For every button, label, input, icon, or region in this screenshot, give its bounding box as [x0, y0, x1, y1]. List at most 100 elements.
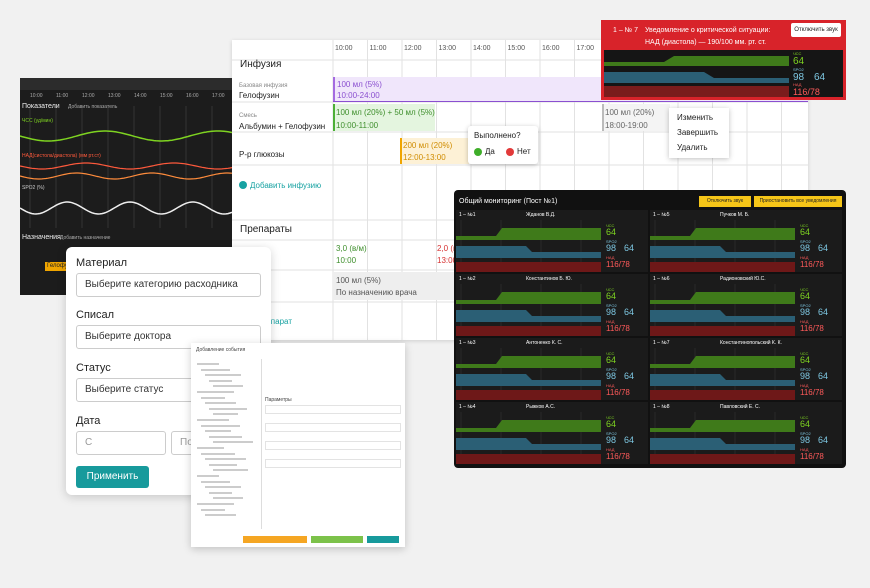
label: ЧСС [800, 223, 809, 228]
time-label: 13:00 [438, 45, 457, 52]
section-title: Препараты [240, 224, 292, 235]
label: НАД [606, 319, 615, 324]
wave [650, 390, 795, 400]
drug-time: 10:00 [336, 256, 357, 265]
bp-value: 116/78 [800, 452, 824, 461]
wave [20, 201, 232, 215]
add-indicator[interactable]: Добавить показатель [68, 104, 118, 110]
add-prescription[interactable]: Добавить назначение [60, 235, 111, 241]
tree-item [213, 469, 248, 472]
section-title: Назначения [22, 234, 61, 241]
alert-message: НАД (диастола) — 190/100 мм. рт. ст. [645, 39, 767, 46]
wave [456, 310, 601, 322]
label: НАД [606, 447, 615, 452]
menu-item[interactable]: Изменить [677, 113, 714, 122]
time-label: 14:00 [473, 45, 491, 52]
button[interactable] [243, 536, 307, 543]
pause-button[interactable]: Приостановить все уведомления [754, 196, 842, 207]
time-label: 13:00 [108, 93, 121, 99]
add-icon [239, 181, 247, 189]
hr-value: 64 [800, 227, 811, 237]
label: ЧСС [800, 287, 809, 292]
monitor-cell: 1 – №8 Павловский Е. С. ЧСС 64 SPO2 98 64 НАД 11… [650, 402, 842, 464]
wave [650, 374, 795, 386]
spo2-value: 98 [800, 371, 811, 381]
wave [456, 356, 601, 368]
label: НАД [800, 383, 809, 388]
label: SPO2 [606, 367, 617, 372]
input [265, 459, 401, 468]
patient-name: Антоненко К. С. [526, 340, 563, 346]
select[interactable]: Выберите доктора [76, 325, 261, 349]
progress-line [333, 101, 808, 102]
decor [20, 106, 232, 228]
monitor-cell: 1 – №2 Константинов Б. Ю. ЧСС 64 SPO2 98 64 НАД… [456, 274, 648, 336]
monitor-cell: 1 – №5 Пучков М. Б. ЧСС 64 SPO2 98 64 НАД 116/78 [650, 210, 842, 272]
input [265, 405, 401, 414]
label: ЧСС [606, 223, 615, 228]
pulse-value: 64 [818, 243, 829, 253]
popup-question: Выполнено? [474, 131, 521, 140]
wave [456, 454, 601, 464]
hr-value: 64 [606, 291, 617, 301]
select[interactable]: Выберите категорию расходника [76, 273, 261, 297]
spo2-value: 98 [606, 435, 617, 445]
field-label: Статус [76, 362, 111, 374]
bar-dose: 100 мл (20%) + 50 мл (5%) [336, 108, 435, 117]
button[interactable] [311, 536, 363, 543]
pulse-value: 64 [818, 435, 829, 445]
apply-button[interactable]: Применить [76, 466, 149, 488]
top-bar [20, 78, 232, 90]
date-input[interactable]: С [76, 431, 166, 455]
spo2-value: 98 [800, 435, 811, 445]
wave [456, 246, 601, 258]
wave [20, 130, 232, 142]
spo2-value: 98 [800, 243, 811, 253]
tree-item [209, 435, 242, 438]
menu-item[interactable]: Удалить [677, 143, 708, 152]
row-name: Р-р глюкозы [239, 150, 285, 159]
tree-item [201, 508, 225, 511]
row-name: Гелофузин [239, 91, 280, 100]
yes-button[interactable]: Да [485, 147, 495, 156]
pulse-value: 64 [818, 307, 829, 317]
drug-dose: 3,0 (в/м) [336, 244, 367, 253]
hr-value: 64 [606, 355, 617, 365]
bp-value: 116/78 [606, 260, 630, 269]
row-name: Альбумин + Гелофузин [239, 122, 326, 131]
time-label: 10:00 [30, 93, 43, 99]
placeholder: Выберите статус [85, 384, 164, 395]
label: ЧСС [800, 351, 809, 356]
bp-value: 116/78 [800, 388, 824, 397]
spo2-value: 98 [800, 307, 811, 317]
wave [456, 262, 601, 272]
input [265, 441, 401, 450]
alert-chart: ЧСС 64 SPO2 98 64 НАД 116/78 [604, 50, 843, 97]
add-infusion[interactable]: Добавить инфузию [250, 181, 322, 190]
label: НАД [606, 383, 615, 388]
menu-item[interactable]: Завершить [677, 128, 719, 137]
wave [456, 438, 601, 450]
mute-button[interactable]: Отключить звук [791, 23, 841, 37]
no-icon [506, 148, 514, 156]
button[interactable] [367, 536, 399, 543]
wave [456, 420, 601, 432]
decor [650, 220, 795, 272]
tree-item [201, 424, 240, 427]
bar-dose: 200 мл (20%) [403, 141, 453, 150]
label: ЧСС [800, 415, 809, 420]
decor [456, 220, 601, 272]
hr-value: 64 [800, 291, 811, 301]
patient-name: Рыжков А.С. [526, 404, 556, 410]
wave [604, 86, 789, 97]
bar-dose: 100 мл (5%) [337, 80, 382, 89]
wave [650, 454, 795, 464]
label: SPO2 [606, 431, 617, 436]
infusion-bar [333, 104, 435, 131]
monitor-cell: 1 – №6 Радионовский Ю.С. ЧСС 64 SPO2 98 64 НАД 1… [650, 274, 842, 336]
mute-button[interactable]: Отключить звук [699, 196, 751, 207]
no-button[interactable]: Нет [517, 147, 531, 156]
tree-item [197, 419, 229, 421]
alert-panel: 1 – № 7 Уведомление о критической ситуаци… [601, 20, 846, 100]
wave [456, 326, 601, 336]
